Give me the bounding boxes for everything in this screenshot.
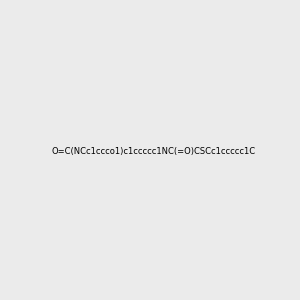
Text: O=C(NCc1ccco1)c1ccccc1NC(=O)CSCc1ccccc1C: O=C(NCc1ccco1)c1ccccc1NC(=O)CSCc1ccccc1C <box>52 147 256 156</box>
